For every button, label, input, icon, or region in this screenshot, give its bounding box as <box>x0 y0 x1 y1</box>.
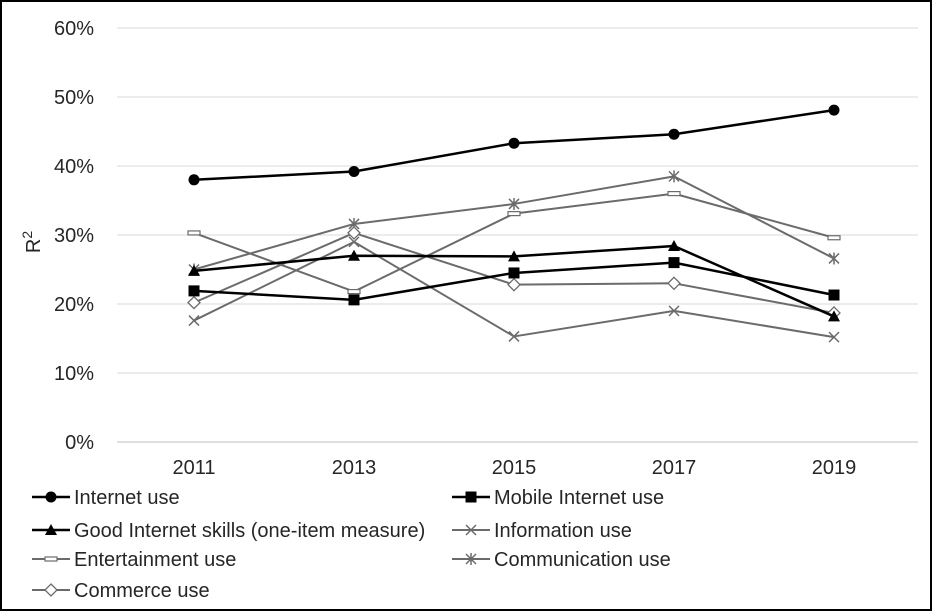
series-entertainment-use <box>187 191 841 295</box>
data-point <box>828 289 840 301</box>
data-point <box>188 285 200 297</box>
y-axis-title-superscript: 2 <box>19 231 35 239</box>
y-tick-label: 0% <box>65 432 94 454</box>
legend-swatch-marker <box>465 524 477 536</box>
data-point <box>348 294 360 306</box>
data-point <box>668 170 680 183</box>
series-internet-use <box>188 104 840 186</box>
data-point <box>508 267 520 279</box>
y-tick-label: 60% <box>54 18 94 40</box>
legend-label: Internet use <box>74 487 180 509</box>
x-tick-label: 2019 <box>812 457 857 479</box>
legend: Internet use Mobile Internet use Good Inte… <box>32 487 671 602</box>
legend-item: Good Internet skills (one-item measure) <box>32 520 425 542</box>
legend-swatch-marker <box>465 553 477 565</box>
legend-label: Commerce use <box>74 580 210 602</box>
data-point <box>668 305 680 317</box>
legend-label: Mobile Internet use <box>494 487 664 509</box>
y-tick-label: 50% <box>54 87 94 109</box>
legend-swatch-marker <box>45 524 57 535</box>
data-point <box>827 235 841 241</box>
x-tick-label: 2011 <box>172 457 215 479</box>
data-point <box>348 249 360 261</box>
legend-item: Communication use <box>452 549 671 571</box>
data-point <box>508 250 520 262</box>
data-point <box>187 295 201 310</box>
data-point <box>668 128 680 140</box>
data-point <box>188 315 200 327</box>
data-point <box>347 288 361 295</box>
legend-swatch-marker <box>44 583 58 597</box>
legend-swatch-marker <box>45 491 57 503</box>
x-tick-label: 2015 <box>492 457 537 479</box>
series-good-internet-skills-one-item-measure <box>188 240 840 322</box>
gridlines <box>117 27 918 443</box>
legend-swatch-marker <box>44 556 58 562</box>
legend-item: Entertainment use <box>32 549 236 571</box>
y-tick-label: 40% <box>54 156 94 178</box>
data-point <box>507 211 521 217</box>
data-point <box>668 240 680 252</box>
x-tick-label: 2013 <box>332 457 377 479</box>
legend-label: Good Internet skills (one-item measure) <box>74 520 425 542</box>
legend-item: Commerce use <box>32 580 210 602</box>
series-lines <box>187 104 841 343</box>
data-point <box>828 104 840 116</box>
data-point <box>348 236 360 248</box>
data-point <box>828 310 840 322</box>
data-point <box>188 174 200 186</box>
data-point <box>187 230 201 236</box>
y-tick-label: 10% <box>54 363 94 385</box>
data-point <box>347 226 361 240</box>
legend-item: Internet use <box>32 487 180 509</box>
data-point <box>667 191 681 197</box>
data-point <box>348 166 360 178</box>
y-axis-ticks: 0% 10% 20% 30% 40% 50% 60% <box>54 18 94 454</box>
legend-swatch-marker <box>465 491 477 503</box>
series-information-use <box>188 236 840 343</box>
y-tick-label: 30% <box>54 225 94 247</box>
data-point <box>508 137 520 149</box>
data-point <box>828 331 840 343</box>
data-point <box>668 257 680 269</box>
data-point <box>188 264 200 276</box>
data-point <box>828 252 840 265</box>
data-point <box>507 277 521 292</box>
y-tick-label: 20% <box>54 294 94 316</box>
legend-label: Communication use <box>494 549 671 571</box>
data-point <box>508 330 520 342</box>
y-axis-title-text: R <box>23 239 45 253</box>
legend-item: Mobile Internet use <box>452 487 664 509</box>
data-point <box>667 276 681 291</box>
series-mobile-internet-use <box>188 257 840 306</box>
legend-label: Entertainment use <box>74 549 236 571</box>
y-axis-title: R2 <box>19 231 45 253</box>
legend-label: Information use <box>494 520 632 542</box>
x-tick-label: 2017 <box>652 457 697 479</box>
x-axis-ticks: 2011 2013 2015 2017 2019 <box>172 457 856 479</box>
data-point <box>508 197 520 210</box>
legend-item: Information use <box>452 520 632 542</box>
